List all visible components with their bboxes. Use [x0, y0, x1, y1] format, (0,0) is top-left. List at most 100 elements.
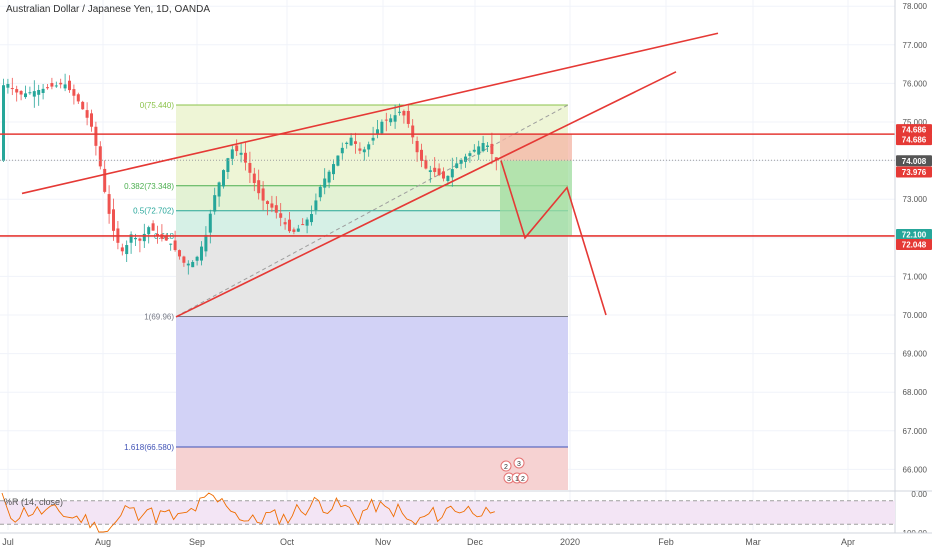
candle-71 [314, 193, 318, 215]
candle-body [68, 80, 71, 91]
candle-88 [389, 114, 393, 126]
candle-body [46, 87, 49, 89]
candle-31 [138, 237, 142, 253]
candle-13 [59, 78, 63, 89]
candle-45 [200, 241, 203, 266]
candle-72 [318, 184, 322, 202]
candle-body [270, 203, 274, 208]
candle-body [120, 247, 124, 252]
candle-body [420, 149, 423, 161]
time-tick-label-9: Apr [841, 537, 855, 547]
candle-49 [217, 181, 221, 207]
event-badge-text: 3 [517, 461, 521, 468]
fib-level-label-5: 1.618(66.580) [124, 443, 174, 452]
candle-body [477, 146, 481, 155]
candle-18 [81, 100, 85, 110]
fib-level-label-1: 0.382(73.348) [124, 182, 174, 191]
candle-body [244, 152, 247, 163]
candle-body [182, 256, 186, 263]
candle-41 [182, 255, 186, 267]
candle-body [50, 83, 54, 87]
candle-body [191, 261, 195, 268]
candle-109 [481, 135, 485, 153]
candle-100 [442, 167, 445, 182]
price-tick-label-0: 66.000 [903, 465, 928, 474]
price-axis: 66.000 67.000 68.000 69.000 70.000 71.000 72.0… [894, 0, 932, 550]
candle-54 [239, 142, 243, 163]
candle-8 [37, 84, 41, 106]
candle-body [19, 90, 23, 95]
time-tick-label-5: Dec [467, 537, 484, 547]
candle-body [490, 143, 494, 155]
candle-66 [292, 227, 296, 235]
williams-r-pane: 0.00-100.00 [0, 490, 932, 538]
fib-level-label-2: 0.5(72.702) [133, 207, 174, 216]
candle-0 [2, 78, 5, 163]
candle-body [345, 142, 349, 144]
event-badge-text: 2 [504, 464, 508, 471]
candle-body [349, 137, 353, 146]
candle-23 [103, 160, 107, 194]
time-tick-label-7: Feb [658, 537, 674, 547]
candle-body [371, 137, 375, 141]
price-badge-text: 72.100 [902, 230, 927, 239]
candle-105 [464, 153, 467, 168]
candle-body [63, 84, 67, 89]
time-tick-label-8: Mar [745, 537, 761, 547]
candle-body [450, 169, 454, 178]
candle-59 [261, 181, 265, 211]
candle-body [398, 111, 401, 113]
candle-1 [6, 78, 10, 94]
candle-body [226, 158, 230, 172]
candle-111 [490, 132, 494, 165]
candle-85 [376, 120, 379, 139]
price-badge-bg [896, 155, 932, 167]
candle-body [428, 170, 432, 173]
candle-14 [63, 73, 67, 92]
candle-81 [358, 142, 362, 154]
candle-75 [332, 159, 335, 181]
candle-body [169, 243, 173, 245]
candle-76 [336, 155, 340, 167]
price-tick-label-2: 68.000 [903, 388, 928, 397]
price-badge-bg [896, 124, 932, 136]
candle-56 [248, 151, 252, 184]
candle-body [107, 194, 111, 214]
candle-65 [288, 212, 291, 233]
candle-108 [477, 140, 481, 160]
candle-89 [393, 104, 397, 129]
price-tick-label-7: 73.000 [903, 195, 928, 204]
candle-93 [411, 119, 415, 144]
candle-16 [72, 84, 76, 105]
candle-107 [472, 144, 476, 153]
price-badge-2: 74.008 [896, 155, 932, 167]
candle-body [24, 93, 27, 98]
fib-zone-4 [176, 316, 568, 448]
trend-lines [21, 32, 719, 318]
price-tick-label-12: 78.000 [903, 2, 928, 11]
candle-12 [54, 81, 58, 88]
time-axis: Jul Aug Sep Oct Nov Dec 2020 Feb Mar Apr [0, 532, 932, 550]
candle-83 [367, 141, 371, 157]
candle-3 [15, 85, 19, 102]
candle-70 [310, 205, 313, 226]
candle-26 [116, 221, 120, 250]
candle-body [252, 173, 256, 183]
williams-r-line [1, 492, 495, 533]
candle-body [433, 167, 437, 172]
price-badge-0: 74.686 [896, 124, 932, 136]
candle-5 [24, 85, 27, 99]
candle-body [200, 246, 203, 261]
candle-body [54, 85, 58, 87]
event-badge-circle [513, 457, 525, 469]
price-tick-label-4: 70.000 [903, 311, 928, 320]
price-badge-bg [896, 228, 932, 240]
event-badge-0: 2 [500, 460, 512, 472]
candle-21 [94, 121, 98, 156]
price-badge-5: 72.048 [896, 238, 932, 250]
price-badge-text: 74.008 [902, 157, 927, 166]
candle-body [402, 110, 406, 116]
candle-body [10, 88, 14, 90]
